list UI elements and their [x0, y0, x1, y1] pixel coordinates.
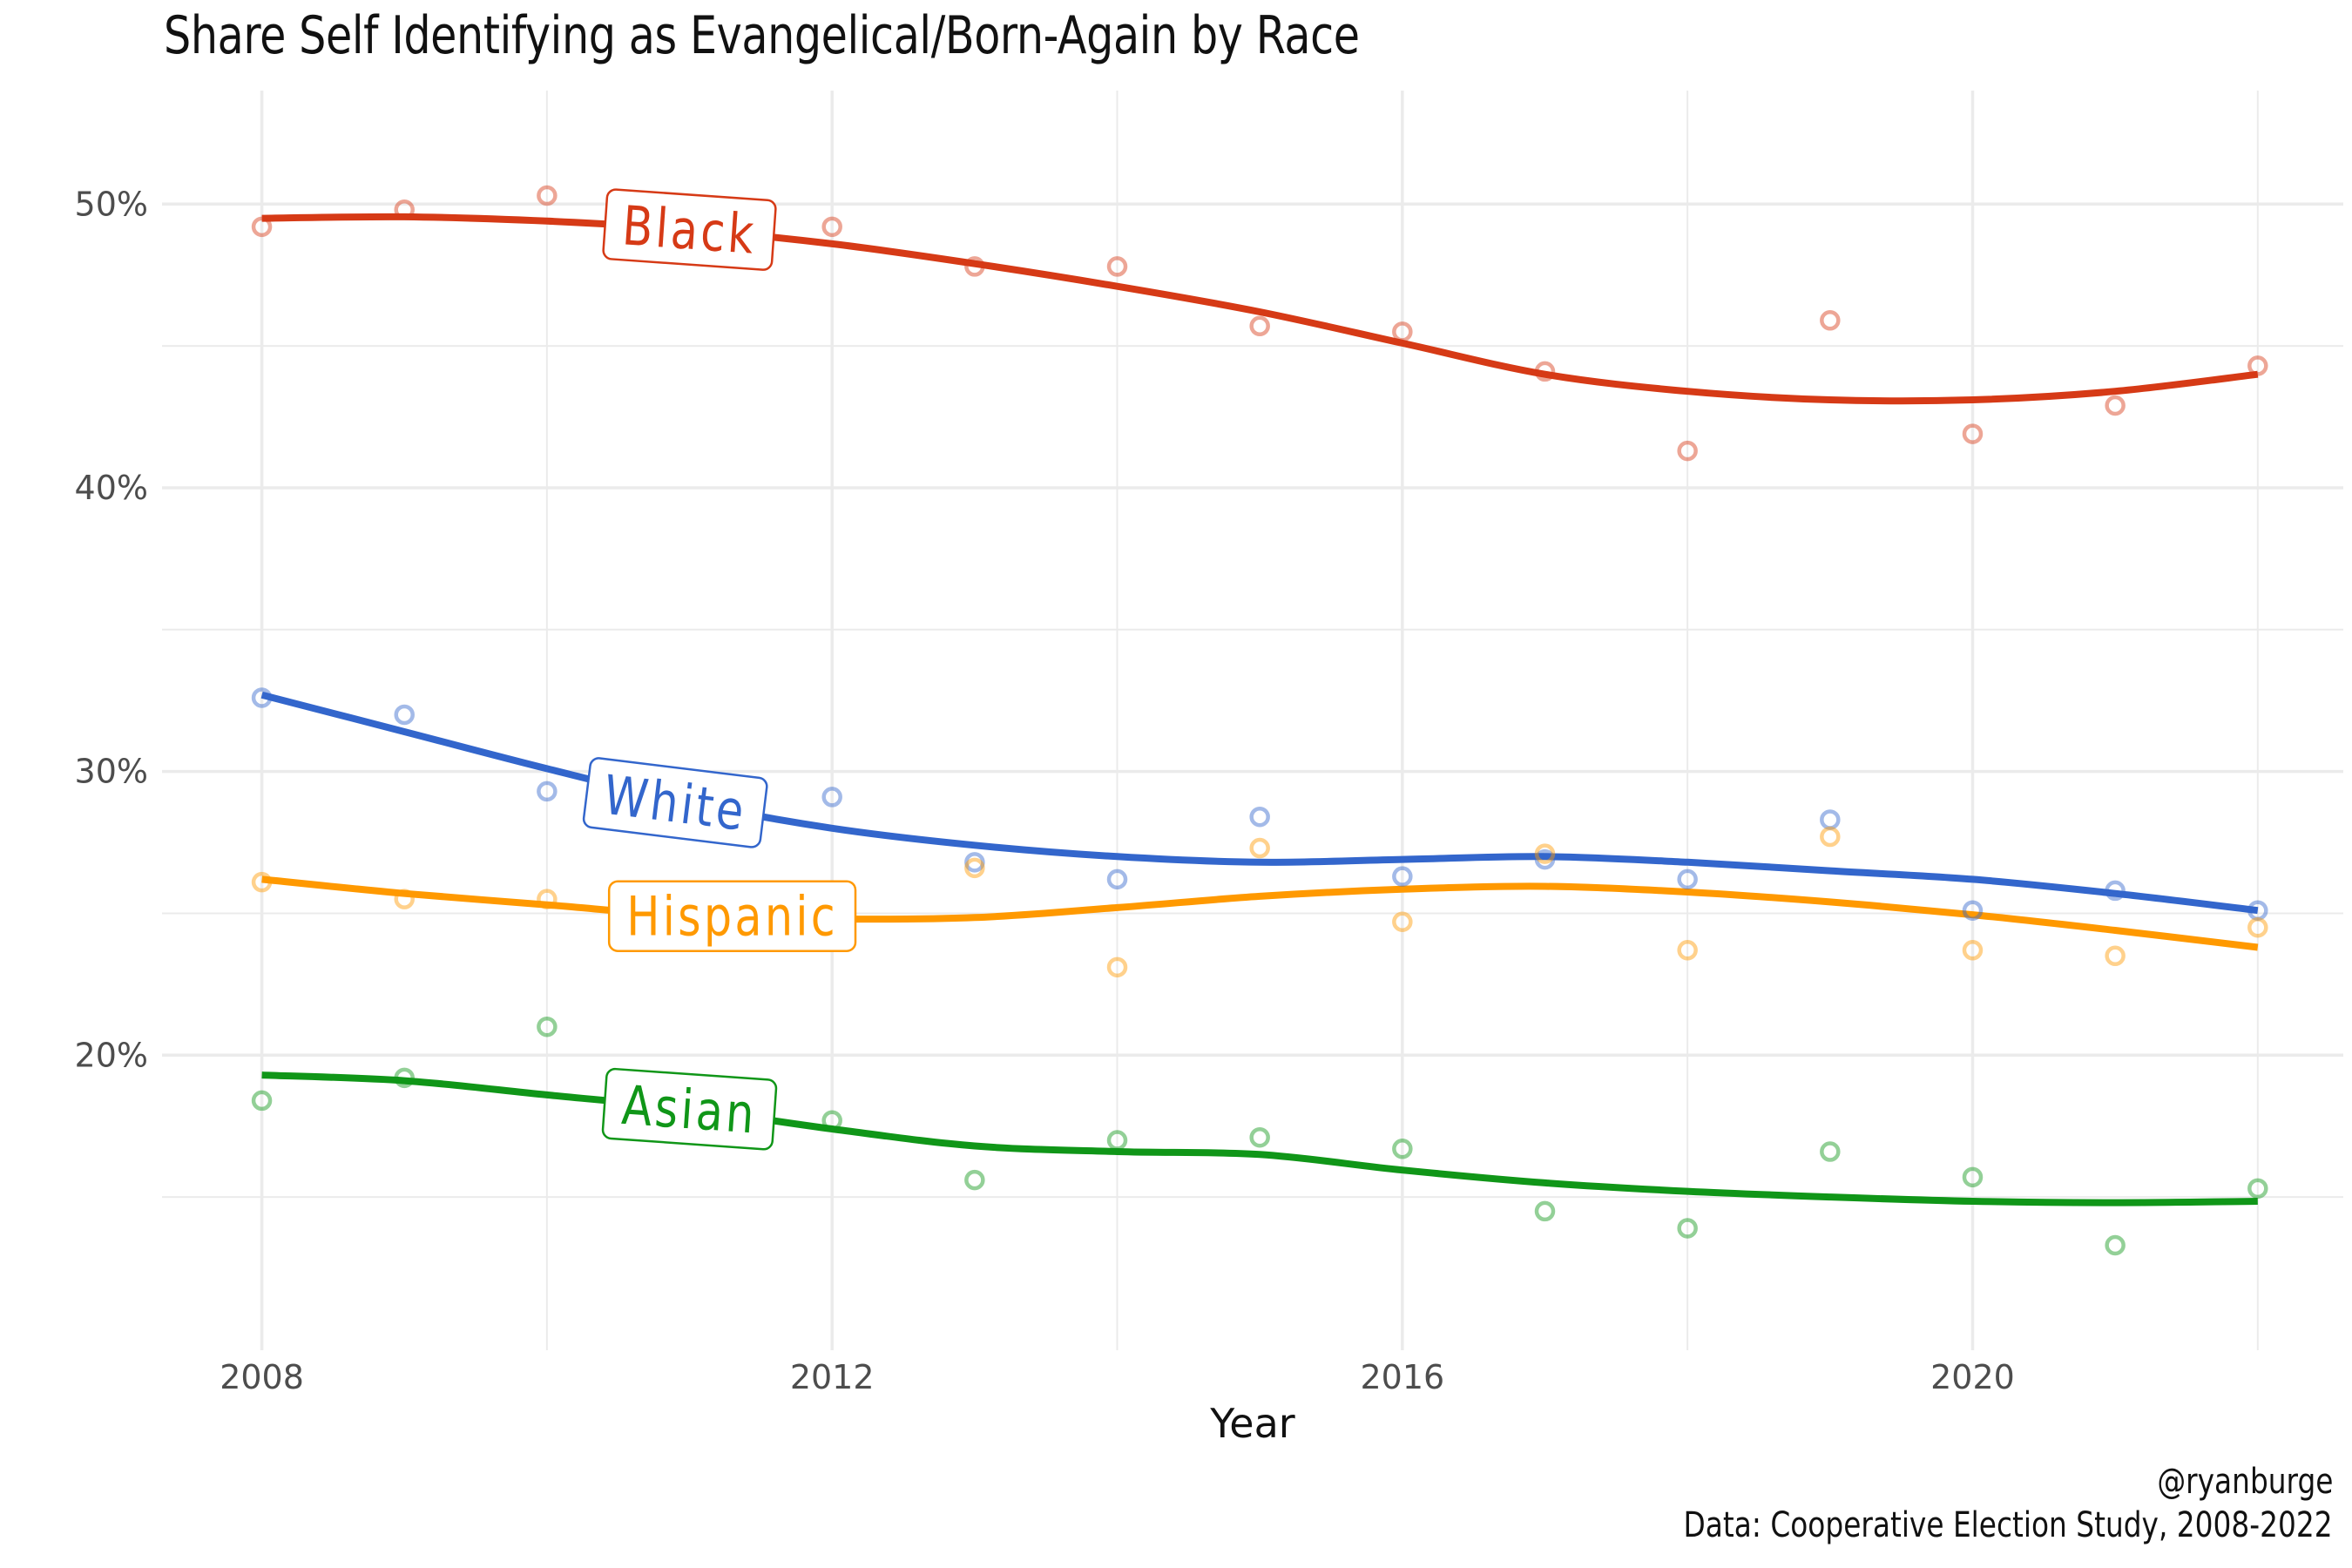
trend-line-hispanic: [261, 875, 2259, 951]
data-point-white: [2247, 900, 2268, 921]
data-point-hispanic: [537, 889, 558, 909]
data-point-white: [1106, 868, 1128, 890]
data-point-hispanic: [2105, 945, 2126, 967]
x-tick-label: 2008: [220, 1358, 304, 1396]
data-point-black: [251, 216, 273, 238]
x-tick-label: 2016: [1360, 1358, 1444, 1396]
series-labels: Black White Hispanic Asian: [582, 188, 857, 1151]
data-point-white: [394, 704, 415, 726]
trend-line-white: [260, 691, 2259, 915]
y-tick-label: 20%: [75, 1036, 148, 1074]
data-point-hispanic: [1106, 956, 1128, 978]
data-point-hispanic: [1392, 911, 1413, 932]
data-point-white: [2105, 880, 2126, 902]
data-point-hispanic: [394, 889, 415, 909]
data-point-black: [964, 256, 985, 277]
data-point-hispanic: [1534, 843, 1556, 864]
chart-title: Share Self Identifying as Evangelical/Bo…: [164, 5, 1360, 66]
data-point-white: [1677, 868, 1698, 890]
axis-ticks: 20% 30% 40% 50% 2008 2012 2016 2020: [75, 185, 2015, 1396]
data-point-asian: [251, 1090, 273, 1112]
series-label-asian: Asian: [601, 1067, 778, 1151]
data-point-white: [537, 781, 558, 802]
data-point-asian: [1962, 1166, 1984, 1188]
data-point-black: [537, 185, 558, 206]
data-point-asian: [1392, 1139, 1413, 1159]
data-point-black: [1534, 361, 1556, 382]
data-point-asian: [1249, 1126, 1270, 1148]
data-point-hispanic: [1249, 837, 1270, 859]
caption-handle: @ryanburge: [2156, 1462, 2333, 1502]
data-point-asian: [1106, 1130, 1128, 1151]
series-label-white: White: [582, 757, 768, 848]
data-point-white: [1534, 848, 1556, 870]
data-point-asian: [821, 1110, 842, 1131]
series-label-box: [607, 880, 857, 952]
data-point-black: [1677, 440, 1698, 462]
data-point-black: [1962, 423, 1984, 444]
data-point-hispanic: [2247, 916, 2268, 938]
data-point-asian: [2105, 1234, 2126, 1256]
data-point-hispanic: [1962, 940, 1984, 961]
data-point-black: [2105, 395, 2126, 416]
data-point-white: [1820, 809, 1841, 830]
data-point-asian: [394, 1067, 415, 1089]
data-point-white: [964, 852, 985, 873]
data-point-white: [1962, 900, 1984, 921]
data-point-hispanic: [1820, 826, 1841, 848]
series-label-box: [601, 1067, 778, 1151]
data-point-hispanic: [1677, 940, 1698, 961]
x-axis-title: Year: [1209, 1400, 1294, 1447]
data-point-asian: [1820, 1141, 1841, 1162]
data-point-white: [251, 687, 273, 708]
grid-lines: [162, 91, 2343, 1350]
trend-line-asian: [261, 1071, 2258, 1206]
data-point-white: [1392, 866, 1413, 887]
data-point-black: [1392, 321, 1413, 342]
data-point-black: [821, 216, 842, 238]
trend-lines: [260, 213, 2259, 1206]
data-point-black: [1106, 256, 1128, 277]
x-tick-label: 2012: [790, 1358, 875, 1396]
series-label-text: Black: [620, 194, 759, 267]
caption-source: Data: Cooperative Election Study, 2008-2…: [1683, 1505, 2333, 1545]
data-point-asian: [964, 1169, 985, 1191]
series-label-text: Hispanic: [626, 886, 838, 949]
data-point-black: [1820, 310, 1841, 331]
data-point-hispanic: [964, 857, 985, 879]
x-tick-label: 2020: [1930, 1358, 2015, 1396]
series-label-box: [582, 757, 768, 848]
data-point-asian: [1677, 1218, 1698, 1239]
data-point-black: [2247, 355, 2268, 376]
y-tick-label: 50%: [75, 185, 148, 223]
data-point-white: [821, 787, 842, 808]
data-point-asian: [2247, 1178, 2268, 1200]
series-label-black: Black: [602, 188, 777, 271]
data-point-asian: [537, 1016, 558, 1037]
data-points: [251, 185, 2268, 1256]
data-point-white: [1249, 806, 1270, 828]
data-point-hispanic: [251, 871, 273, 893]
y-tick-label: 30%: [75, 753, 148, 791]
trend-line-black: [261, 213, 2259, 405]
series-label-box: [602, 188, 777, 271]
data-point-black: [394, 199, 415, 220]
series-label-hispanic: Hispanic: [607, 880, 857, 952]
data-point-asian: [1534, 1200, 1556, 1222]
y-tick-label: 40%: [75, 469, 148, 507]
series-label-text: Asian: [620, 1074, 760, 1146]
data-point-black: [1249, 315, 1270, 337]
